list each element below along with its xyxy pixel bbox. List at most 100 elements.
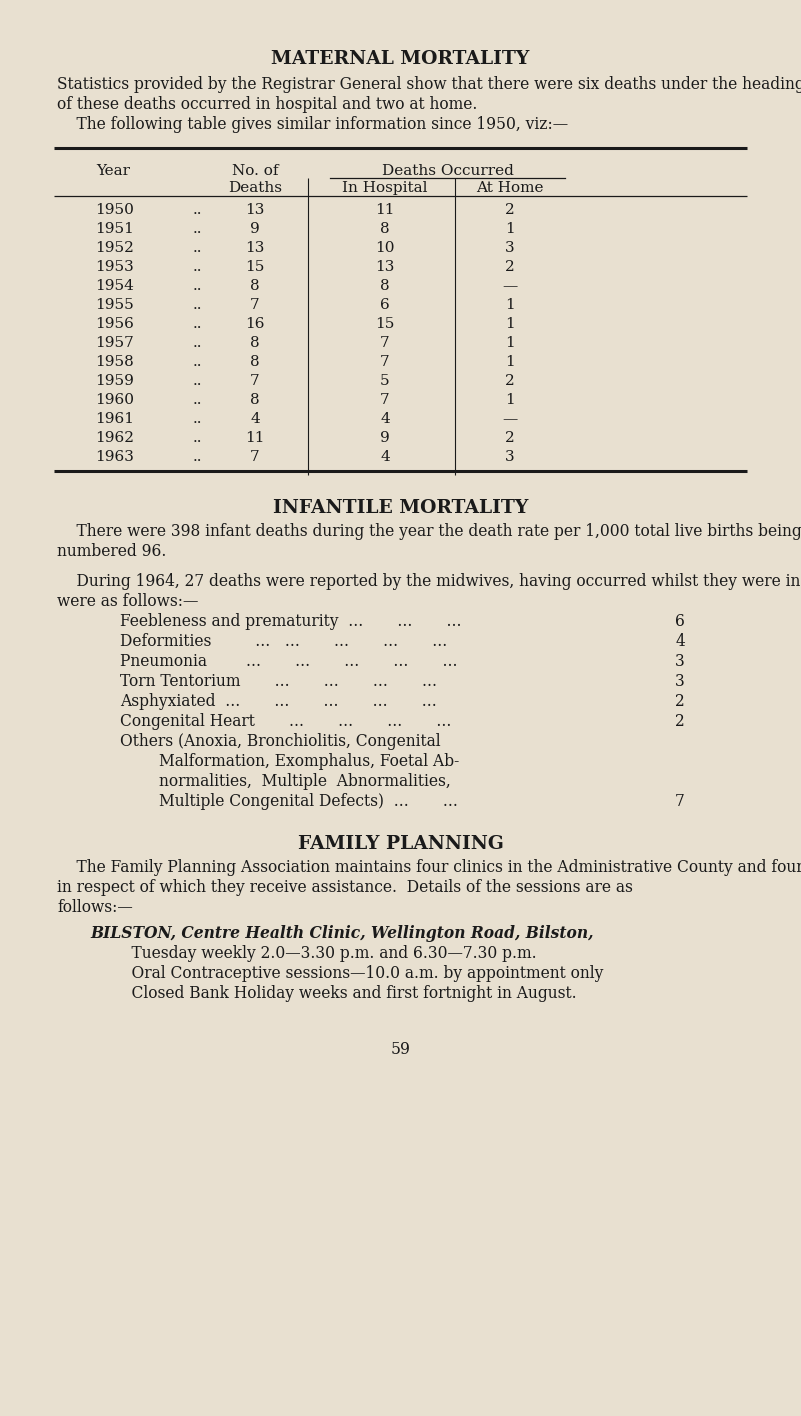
Text: 8: 8 (380, 279, 390, 293)
Text: 2: 2 (505, 430, 515, 445)
Text: At Home: At Home (477, 181, 544, 195)
Text: There were 398 infant deaths during the year the death rate per 1,000 total live: There were 398 infant deaths during the … (57, 523, 801, 539)
Text: 7: 7 (380, 336, 390, 350)
Text: 15: 15 (245, 261, 264, 275)
Text: ..: .. (193, 430, 203, 445)
Text: in respect of which they receive assistance.  Details of the sessions are as: in respect of which they receive assista… (57, 879, 633, 896)
Text: ..: .. (193, 374, 203, 388)
Text: Tuesday weekly 2.0—3.30 p.m. and 6.30—7.30 p.m.: Tuesday weekly 2.0—3.30 p.m. and 6.30—7.… (112, 944, 537, 961)
Text: 9: 9 (250, 222, 260, 236)
Text: ..: .. (193, 450, 203, 464)
Text: Year: Year (96, 164, 130, 178)
Text: 6: 6 (380, 297, 390, 312)
Text: numbered 96.: numbered 96. (57, 542, 167, 559)
Text: 1957: 1957 (95, 336, 134, 350)
Text: 7: 7 (250, 297, 260, 312)
Text: ..: .. (193, 355, 203, 370)
Text: 8: 8 (380, 222, 390, 236)
Text: Oral Contraceptive sessions—10.0 a.m. by appointment only: Oral Contraceptive sessions—10.0 a.m. by… (112, 964, 603, 983)
Text: Deaths Occurred: Deaths Occurred (381, 164, 513, 178)
Text: 1: 1 (505, 355, 515, 370)
Text: 1951: 1951 (95, 222, 134, 236)
Text: 16: 16 (245, 317, 265, 331)
Text: ..: .. (193, 317, 203, 331)
Text: 8: 8 (250, 336, 260, 350)
Text: 4: 4 (380, 450, 390, 464)
Text: —: — (502, 412, 517, 426)
Text: 10: 10 (375, 241, 395, 255)
Text: 8: 8 (250, 394, 260, 406)
Text: 3: 3 (675, 673, 685, 690)
Text: ..: .. (193, 222, 203, 236)
Text: 1: 1 (505, 297, 515, 312)
Text: 2: 2 (505, 202, 515, 217)
Text: 7: 7 (380, 355, 390, 370)
Text: 1950: 1950 (95, 202, 134, 217)
Text: 9: 9 (380, 430, 390, 445)
Text: Pneumonia        ...       ...       ...       ...       ...: Pneumonia ... ... ... ... ... (120, 653, 457, 670)
Text: ..: .. (193, 279, 203, 293)
Text: 7: 7 (380, 394, 390, 406)
Text: 3: 3 (505, 241, 515, 255)
Text: Deformities         ...   ...       ...       ...       ...: Deformities ... ... ... ... ... (120, 633, 447, 650)
Text: 2: 2 (505, 261, 515, 275)
Text: 1956: 1956 (95, 317, 134, 331)
Text: 7: 7 (250, 450, 260, 464)
Text: 11: 11 (245, 430, 265, 445)
Text: 1: 1 (505, 317, 515, 331)
Text: 6: 6 (675, 613, 685, 630)
Text: —: — (502, 279, 517, 293)
Text: 3: 3 (675, 653, 685, 670)
Text: ..: .. (193, 336, 203, 350)
Text: 3: 3 (505, 450, 515, 464)
Text: BILSTON, Centre Health Clinic, Wellington Road, Bilston,: BILSTON, Centre Health Clinic, Wellingto… (90, 925, 594, 942)
Text: 11: 11 (375, 202, 395, 217)
Text: Deaths: Deaths (228, 181, 282, 195)
Text: Congenital Heart       ...       ...       ...       ...: Congenital Heart ... ... ... ... (120, 714, 452, 731)
Text: 1961: 1961 (95, 412, 134, 426)
Text: 1952: 1952 (95, 241, 134, 255)
Text: 1962: 1962 (95, 430, 134, 445)
Text: The following table gives similar information since 1950, viz:—: The following table gives similar inform… (57, 116, 568, 133)
Text: INFANTILE MORTALITY: INFANTILE MORTALITY (273, 498, 528, 517)
Text: Multiple Congenital Defects)  ...       ...: Multiple Congenital Defects) ... ... (120, 793, 458, 810)
Text: 13: 13 (245, 202, 264, 217)
Text: In Hospital: In Hospital (342, 181, 428, 195)
Text: Closed Bank Holiday weeks and first fortnight in August.: Closed Bank Holiday weeks and first fort… (112, 986, 577, 1003)
Text: 15: 15 (376, 317, 395, 331)
Text: 13: 13 (376, 261, 395, 275)
Text: 8: 8 (250, 355, 260, 370)
Text: 2: 2 (675, 714, 685, 731)
Text: 4: 4 (675, 633, 685, 650)
Text: ..: .. (193, 297, 203, 312)
Text: of these deaths occurred in hospital and two at home.: of these deaths occurred in hospital and… (57, 96, 477, 113)
Text: 1958: 1958 (95, 355, 134, 370)
Text: 5: 5 (380, 374, 390, 388)
Text: 7: 7 (250, 374, 260, 388)
Text: 1955: 1955 (95, 297, 134, 312)
Text: 8: 8 (250, 279, 260, 293)
Text: 1959: 1959 (95, 374, 134, 388)
Text: 2: 2 (675, 692, 685, 709)
Text: ..: .. (193, 241, 203, 255)
Text: 1: 1 (505, 336, 515, 350)
Text: Malformation, Exomphalus, Foetal Ab-: Malformation, Exomphalus, Foetal Ab- (120, 753, 459, 770)
Text: 59: 59 (391, 1041, 410, 1058)
Text: Asphyxiated  ...       ...       ...       ...       ...: Asphyxiated ... ... ... ... ... (120, 692, 437, 709)
Text: ..: .. (193, 394, 203, 406)
Text: 1953: 1953 (95, 261, 134, 275)
Text: Torn Tentorium       ...       ...       ...       ...: Torn Tentorium ... ... ... ... (120, 673, 437, 690)
Text: ..: .. (193, 261, 203, 275)
Text: 13: 13 (245, 241, 264, 255)
Text: No. of: No. of (231, 164, 278, 178)
Text: normalities,  Multiple  Abnormalities,: normalities, Multiple Abnormalities, (120, 773, 451, 790)
Text: The Family Planning Association maintains four clinics in the Administrative Cou: The Family Planning Association maintain… (57, 860, 801, 877)
Text: Statistics provided by the Registrar General show that there were six deaths und: Statistics provided by the Registrar Gen… (57, 76, 801, 93)
Text: 1: 1 (505, 222, 515, 236)
Text: follows:—: follows:— (57, 899, 133, 916)
Text: 1: 1 (505, 394, 515, 406)
Text: 1954: 1954 (95, 279, 134, 293)
Text: ..: .. (193, 412, 203, 426)
Text: 4: 4 (380, 412, 390, 426)
Text: 1963: 1963 (95, 450, 134, 464)
